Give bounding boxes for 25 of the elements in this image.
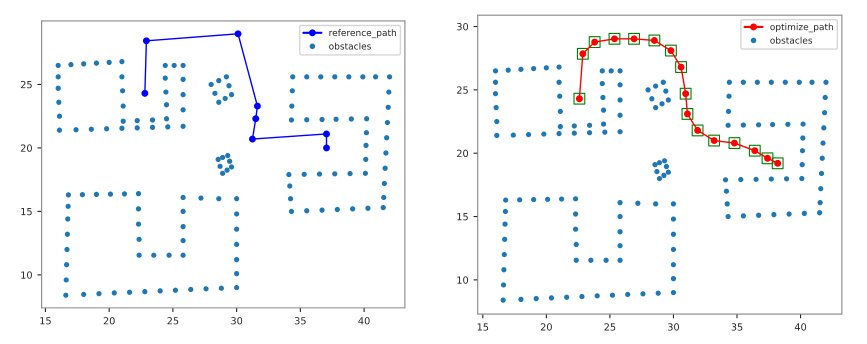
x-tick-label: 20 (104, 317, 115, 324)
legend-label: obstacles (329, 42, 371, 50)
x-tick-label: 20 (540, 323, 552, 331)
x-tick-label: 15 (478, 323, 488, 331)
y-tick-label: 25 (457, 86, 468, 94)
x-tick-label: 15 (40, 317, 51, 324)
x-tick-label: 30 (231, 317, 242, 324)
x-tick-label: 35 (294, 317, 306, 324)
x-tick-label: 40 (358, 317, 370, 324)
x-tick-label: 25 (167, 317, 178, 324)
x-tick-label: 25 (604, 323, 616, 331)
y-tick-label: 30 (457, 23, 468, 30)
y-tick-label: 10 (457, 276, 468, 284)
x-tick-label: 35 (732, 323, 742, 331)
x-tick-label: 30 (668, 323, 679, 331)
legend-label: optimize_path (770, 23, 833, 32)
y-tick-label: 25 (20, 80, 32, 88)
y-tick-label: 15 (21, 208, 32, 216)
legend-label: obstacles (770, 36, 812, 44)
x-tick-label: 40 (794, 323, 806, 331)
y-tick-label: 20 (20, 144, 32, 152)
y-tick-label: 20 (457, 150, 468, 158)
y-tick-label: 15 (457, 213, 468, 220)
y-tick-label: 10 (21, 271, 32, 279)
legend-label: reference_path (329, 29, 396, 38)
